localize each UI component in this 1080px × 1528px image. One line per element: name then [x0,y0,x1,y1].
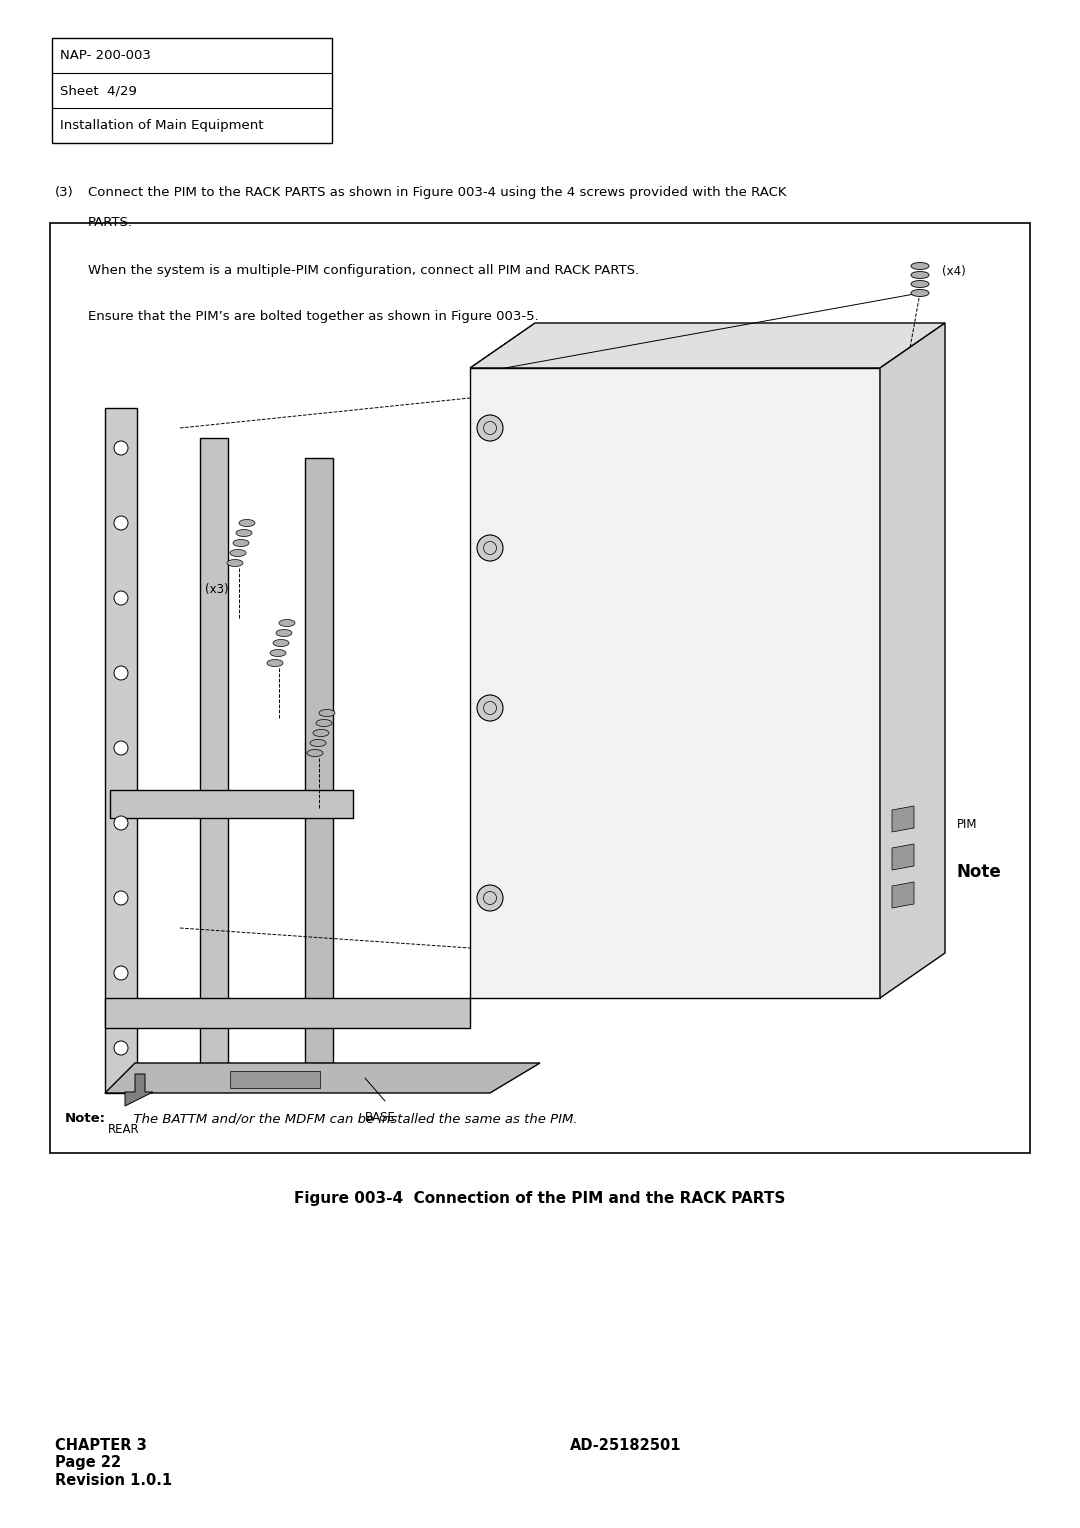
Circle shape [114,666,129,680]
Text: Note:: Note: [65,1112,106,1125]
Text: NAP- 200-003: NAP- 200-003 [60,49,151,63]
Ellipse shape [912,289,929,296]
Polygon shape [305,458,333,1063]
Text: Sheet  4/29: Sheet 4/29 [60,84,137,96]
Polygon shape [880,322,945,998]
Polygon shape [110,790,353,817]
Text: Connect the PIM to the RACK PARTS as shown in Figure 003-4 using the 4 screws pr: Connect the PIM to the RACK PARTS as sho… [87,186,786,199]
Text: PIM: PIM [957,817,977,831]
Text: AD-25182501: AD-25182501 [570,1438,681,1453]
Ellipse shape [233,539,249,547]
Ellipse shape [307,750,323,756]
Text: The BATTM and/or the MDFM can be installed the same as the PIM.: The BATTM and/or the MDFM can be install… [125,1112,578,1125]
Ellipse shape [239,520,255,527]
Ellipse shape [267,660,283,666]
Text: (x4): (x4) [942,264,966,278]
Text: CHAPTER 3
Page 22
Revision 1.0.1: CHAPTER 3 Page 22 Revision 1.0.1 [55,1438,172,1488]
Text: (3): (3) [55,186,73,199]
Circle shape [114,891,129,905]
Polygon shape [470,322,945,368]
Polygon shape [892,843,914,869]
Ellipse shape [310,740,326,747]
Circle shape [114,741,129,755]
Circle shape [114,1041,129,1054]
Circle shape [477,695,503,721]
Polygon shape [200,439,228,1073]
Ellipse shape [276,630,292,637]
Text: REAR: REAR [108,1123,139,1135]
Polygon shape [892,882,914,908]
Ellipse shape [227,559,243,567]
Ellipse shape [313,729,329,736]
Polygon shape [105,998,470,1028]
Ellipse shape [319,709,335,717]
Ellipse shape [273,640,289,646]
Text: PARTS.: PARTS. [87,215,133,229]
Ellipse shape [270,649,286,657]
Polygon shape [105,408,137,1093]
Ellipse shape [316,720,332,726]
Text: BASE: BASE [365,1111,396,1125]
Circle shape [477,885,503,911]
Text: When the system is a multiple-PIM configuration, connect all PIM and RACK PARTS.: When the system is a multiple-PIM config… [87,264,639,277]
Text: Note: Note [957,863,1002,882]
Ellipse shape [912,281,929,287]
Circle shape [114,966,129,979]
Text: Figure 003-4  Connection of the PIM and the RACK PARTS: Figure 003-4 Connection of the PIM and t… [295,1190,785,1206]
Polygon shape [470,368,880,998]
Text: Ensure that the PIM’s are bolted together as shown in Figure 003-5.: Ensure that the PIM’s are bolted togethe… [87,310,539,322]
Ellipse shape [912,272,929,278]
Ellipse shape [237,530,252,536]
Polygon shape [105,1063,540,1093]
Circle shape [477,416,503,442]
Circle shape [114,591,129,605]
Text: Installation of Main Equipment: Installation of Main Equipment [60,119,264,131]
Circle shape [114,816,129,830]
Ellipse shape [230,550,246,556]
Polygon shape [892,805,914,833]
Circle shape [114,442,129,455]
Circle shape [114,516,129,530]
Circle shape [477,535,503,561]
Text: (x3): (x3) [205,584,229,596]
Polygon shape [50,223,1030,1154]
Polygon shape [230,1071,320,1088]
Polygon shape [125,1074,153,1106]
Ellipse shape [279,619,295,626]
Ellipse shape [912,263,929,269]
